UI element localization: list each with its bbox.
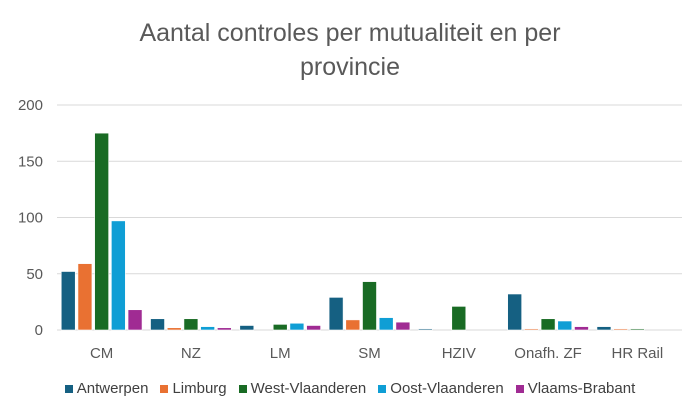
x-tick-label: LM: [270, 345, 291, 362]
bar-vlaams-brabant-sm: [395, 321, 411, 331]
bar-antwerpen-hziv: [418, 328, 433, 331]
x-tick-label: HZIV: [442, 345, 476, 362]
y-tick-label: 50: [26, 266, 43, 283]
legend-swatch: [378, 384, 387, 393]
bar-antwerpen-hrrail: [596, 326, 612, 331]
x-tick-label: HR Rail: [612, 345, 664, 362]
legend-label: Vlaams-Brabant: [527, 380, 636, 397]
chart-title: Aantal controles per mutualiteit en per …: [139, 19, 561, 81]
legend-swatch: [64, 384, 73, 393]
legend-swatch: [238, 384, 247, 393]
legend-item: Vlaams-Brabant: [515, 380, 636, 397]
y-tick-label: 0: [35, 322, 43, 339]
y-tick-label: 100: [18, 210, 43, 227]
bar-oost-vlaanderen-nz: [200, 326, 215, 331]
x-tick-label: SM: [358, 345, 381, 362]
bar-oost-vlaanderen-cm: [111, 220, 126, 331]
bar-oost-vlaanderen-onafhzf: [557, 320, 573, 331]
bar-west-vlaanderen-nz: [183, 318, 199, 331]
legend-item: Limburg: [160, 380, 227, 397]
legend-label: West-Vlaanderen: [250, 380, 367, 397]
bar-antwerpen-onafhzf: [507, 293, 522, 331]
bar-limburg-cm: [77, 263, 93, 331]
x-tick-label: Onafh. ZF: [514, 345, 582, 362]
legend-label: Limburg: [172, 380, 227, 397]
bar-oost-vlaanderen-lm: [289, 322, 305, 331]
legend: Antwerpen Limburg West-Vlaanderen Oost-Vlaa…: [0, 380, 700, 397]
bar-vlaams-brabant-onafhzf: [574, 326, 589, 331]
bar-antwerpen-lm: [239, 325, 255, 331]
bar-west-vlaanderen-sm: [362, 281, 377, 331]
legend-label: Oost-Vlaanderen: [390, 380, 504, 397]
bar-limburg-sm: [345, 319, 361, 331]
y-tick-label: 150: [18, 153, 43, 170]
bar-limburg-hrrail: [613, 328, 628, 331]
legend-item: Oost-Vlaanderen: [378, 380, 504, 397]
bar-west-vlaanderen-hziv: [451, 306, 467, 331]
bar-vlaams-brabant-nz: [217, 327, 232, 331]
bar-limburg-nz: [166, 327, 182, 331]
legend-item: Antwerpen: [64, 380, 149, 397]
x-tick-label: CM: [90, 345, 113, 362]
bar-antwerpen-sm: [328, 297, 344, 331]
bar-west-vlaanderen-lm: [272, 324, 288, 331]
bar-antwerpen-nz: [150, 318, 165, 331]
bar-west-vlaanderen-onafhzf: [540, 318, 556, 331]
legend-swatch: [160, 384, 169, 393]
bar-vlaams-brabant-lm: [306, 325, 321, 331]
legend-label: Antwerpen: [76, 380, 149, 397]
y-tick-label: 200: [18, 97, 43, 114]
bar-vlaams-brabant-cm: [127, 309, 143, 331]
x-tick-label: NZ: [181, 345, 201, 362]
bar-west-vlaanderen-cm: [94, 132, 109, 331]
bar-limburg-onafhzf: [524, 328, 539, 331]
bar-west-vlaanderen-hrrail: [630, 328, 645, 331]
bar-oost-vlaanderen-sm: [378, 317, 394, 331]
bar-antwerpen-cm: [60, 271, 76, 331]
legend-item: West-Vlaanderen: [238, 380, 367, 397]
legend-swatch: [515, 384, 524, 393]
